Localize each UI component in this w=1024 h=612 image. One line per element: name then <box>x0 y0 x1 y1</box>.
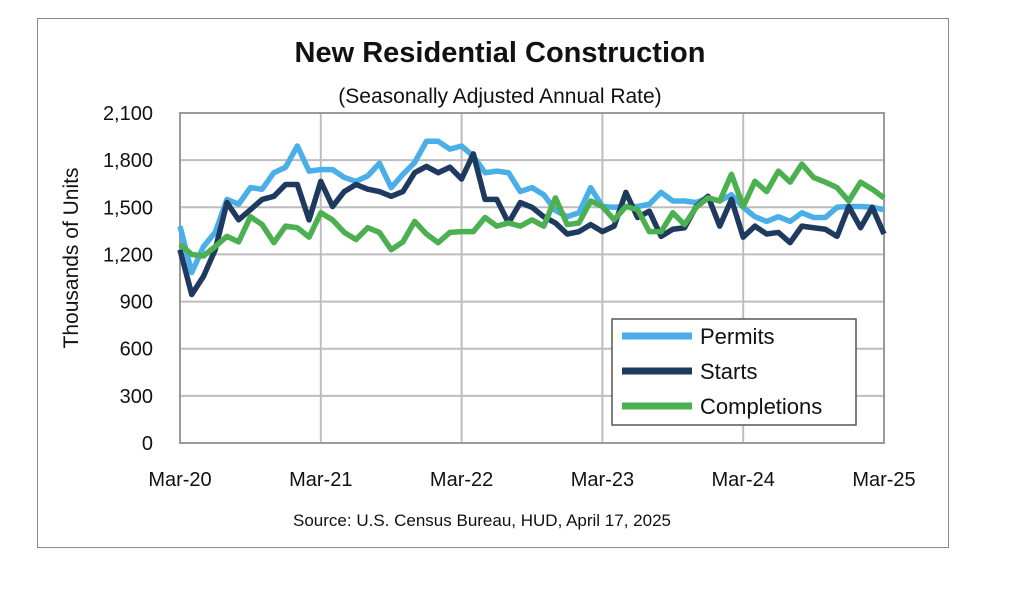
series-line-starts <box>177 151 887 298</box>
series-permits <box>177 138 885 276</box>
x-tick-label: Mar-23 <box>571 469 634 491</box>
y-tick-label: 900 <box>120 292 153 314</box>
y-axis-label: Thousands of Units <box>60 168 83 349</box>
series-line-permits <box>177 138 885 276</box>
series-starts <box>177 151 887 298</box>
legend-label: Permits <box>700 324 775 349</box>
x-tick-label: Mar-20 <box>148 469 211 491</box>
y-tick-label: 1,200 <box>103 244 153 266</box>
source-note: Source: U.S. Census Bureau, HUD, April 1… <box>293 511 671 530</box>
series-completions <box>178 161 886 259</box>
y-tick-label: 2,100 <box>103 103 153 125</box>
plot-area-border <box>179 112 885 444</box>
y-tick-label: 600 <box>120 339 153 361</box>
y-tick-label: 0 <box>142 433 153 455</box>
x-tick-label: Mar-22 <box>430 469 493 491</box>
x-tick-label: Mar-21 <box>289 469 352 491</box>
chart-frame <box>37 18 949 548</box>
legend-label: Starts <box>700 359 757 384</box>
series-line-completions <box>178 161 886 259</box>
x-tick-label: Mar-25 <box>852 469 915 491</box>
legend-label: Completions <box>700 394 822 419</box>
chart-subtitle: (Seasonally Adjusted Annual Rate) <box>338 85 661 108</box>
y-tick-label: 300 <box>120 386 153 408</box>
y-tick-label: 1,800 <box>103 150 153 172</box>
x-tick-label: Mar-24 <box>712 469 775 491</box>
y-tick-label: 1,500 <box>103 197 153 219</box>
chart-title: New Residential Construction <box>295 37 706 69</box>
